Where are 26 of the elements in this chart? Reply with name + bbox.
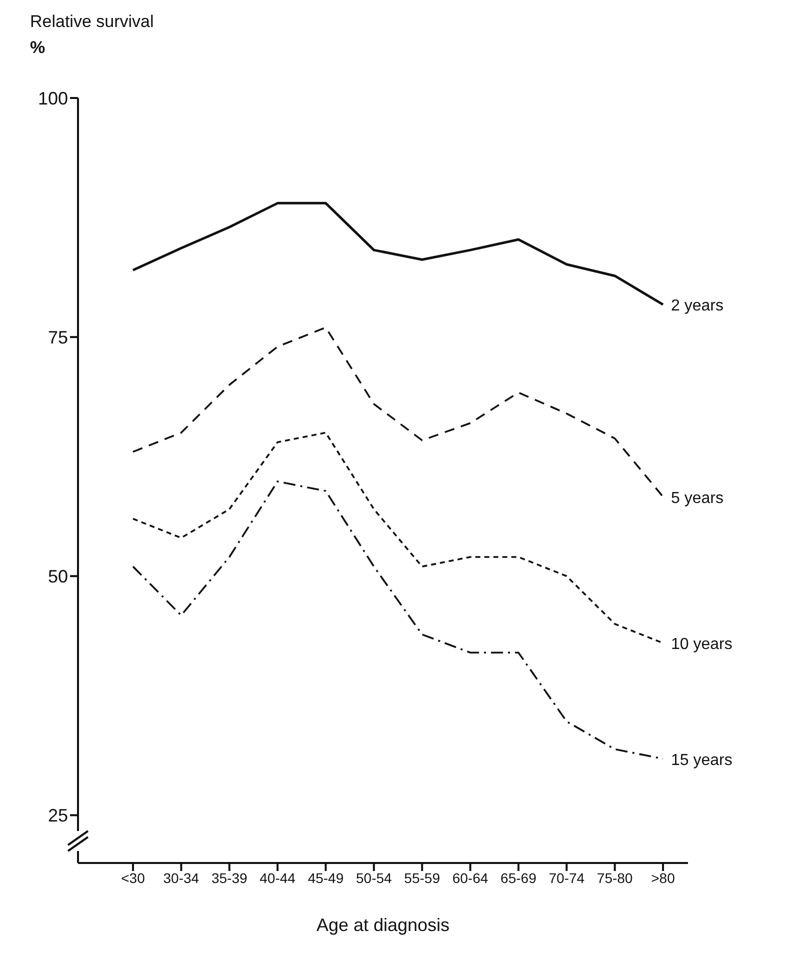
line-series [132, 326, 664, 498]
x-tick-label: 35-39 [211, 870, 248, 886]
series-label: 5 years [671, 490, 724, 507]
x-axis-title: Age at diagnosis [316, 915, 450, 935]
line-series [132, 202, 664, 306]
x-tick-label: 50-54 [356, 870, 392, 886]
series-label: 2 years [671, 298, 724, 315]
series-label: 10 years [671, 636, 732, 654]
y-tick-label: 25 [48, 806, 68, 826]
line-series [132, 432, 664, 644]
x-tick-label: 70-74 [548, 870, 585, 886]
x-tick-label: >80 [651, 870, 676, 886]
x-tick-label: 30-34 [163, 870, 200, 886]
y-tick-label: 100 [38, 88, 68, 108]
y-tick-label: 50 [48, 566, 68, 587]
x-tick-label: 75-80 [596, 870, 633, 886]
x-tick-label: 60-64 [452, 870, 488, 886]
line-series [132, 480, 664, 760]
x-tick-label: 55-59 [404, 870, 440, 886]
y-axis-title: Relative survival % [30, 12, 154, 58]
series-label: 15 years [671, 752, 732, 769]
x-tick-label: <30 [121, 870, 146, 886]
y-tick-label: 75 [48, 327, 68, 348]
x-tick-label: 40-44 [260, 870, 296, 886]
x-tick-label: 65-69 [500, 870, 537, 886]
x-tick-label: 45-49 [308, 870, 344, 886]
